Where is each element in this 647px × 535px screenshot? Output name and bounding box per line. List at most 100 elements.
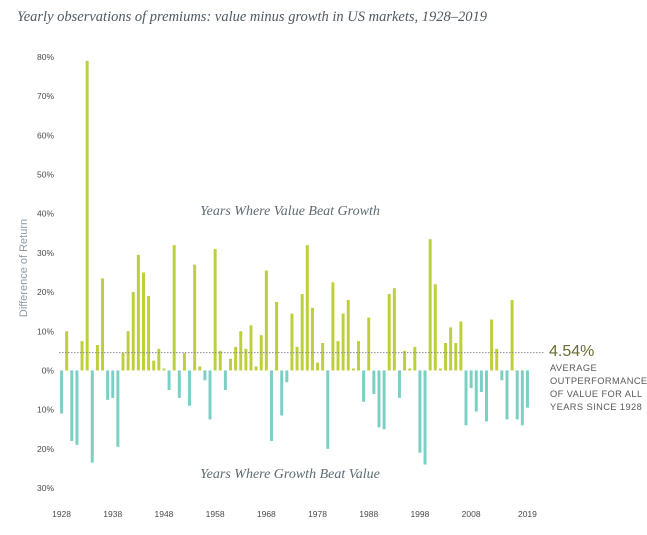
y-tick-label: 30% bbox=[37, 483, 54, 493]
bar bbox=[423, 370, 427, 465]
y-tick-label: 50% bbox=[37, 170, 54, 180]
x-tick-label: 1938 bbox=[103, 509, 122, 519]
bar bbox=[167, 370, 171, 391]
bar bbox=[249, 325, 253, 371]
average-note: AVERAGE OUTPERFORMANCE OF VALUE FOR ALL YEA… bbox=[550, 363, 647, 412]
y-tick-label: 70% bbox=[37, 91, 54, 101]
x-tick-label: 1988 bbox=[359, 509, 378, 519]
bar bbox=[223, 370, 227, 391]
bar bbox=[331, 282, 335, 371]
average-note-line: OF VALUE FOR ALL bbox=[550, 389, 643, 399]
bar bbox=[362, 370, 366, 402]
y-tick-label: 0% bbox=[42, 365, 55, 375]
bar bbox=[341, 313, 345, 371]
bar bbox=[505, 370, 509, 420]
bar bbox=[515, 370, 519, 420]
bar bbox=[229, 358, 232, 371]
bar bbox=[177, 370, 181, 398]
average-note-line: OUTPERFORMANCE bbox=[550, 376, 647, 386]
bar bbox=[254, 366, 258, 371]
bar bbox=[316, 362, 320, 371]
bar bbox=[198, 366, 202, 371]
bar bbox=[60, 370, 64, 414]
bar bbox=[351, 368, 355, 371]
bar bbox=[326, 370, 330, 449]
bar bbox=[321, 343, 325, 371]
bar bbox=[203, 370, 207, 381]
bar bbox=[382, 370, 386, 430]
bar bbox=[469, 370, 473, 389]
annotation-growth-beat-value: Years Where Growth Beat Value bbox=[200, 467, 380, 482]
bar bbox=[80, 341, 84, 371]
x-tick-label: 1998 bbox=[410, 509, 429, 519]
y-axis-ticks: 80% 70% 60% 50% 40% 30% 20% 10% 0% 10% 20% 30% bbox=[37, 52, 54, 493]
y-tick-label: 10% bbox=[37, 405, 54, 415]
y-tick-label: 80% bbox=[37, 52, 54, 62]
bar bbox=[377, 370, 381, 428]
bar bbox=[162, 368, 166, 371]
bar bbox=[510, 299, 514, 371]
bar bbox=[485, 370, 488, 422]
bar bbox=[213, 248, 217, 371]
bar bbox=[408, 368, 412, 371]
bar bbox=[357, 341, 360, 371]
bar bbox=[459, 321, 463, 371]
average-note-line: AVERAGE bbox=[550, 363, 597, 373]
bar bbox=[474, 370, 478, 412]
bar bbox=[121, 352, 125, 371]
annotation-value-beat-growth: Years Where Value Beat Growth bbox=[200, 204, 380, 219]
x-tick-label: 1978 bbox=[308, 509, 327, 519]
bar bbox=[403, 350, 407, 371]
bar bbox=[290, 313, 294, 371]
y-tick-label: 30% bbox=[37, 248, 54, 258]
x-tick-label: 1948 bbox=[154, 509, 173, 519]
bar bbox=[141, 272, 145, 371]
bar bbox=[218, 350, 222, 371]
bar bbox=[300, 294, 304, 371]
bar bbox=[131, 292, 135, 371]
bar bbox=[520, 370, 524, 426]
bar bbox=[438, 368, 442, 371]
bar bbox=[454, 343, 458, 371]
bar bbox=[193, 264, 197, 371]
bar bbox=[525, 370, 529, 408]
x-tick-label: 2008 bbox=[462, 509, 481, 519]
bar bbox=[285, 370, 289, 383]
bar bbox=[126, 331, 130, 371]
bar bbox=[495, 348, 499, 371]
bar bbox=[295, 346, 299, 371]
bar bbox=[147, 296, 151, 371]
bar bbox=[397, 370, 401, 398]
x-tick-label: 2019 bbox=[518, 509, 537, 519]
bar bbox=[95, 344, 99, 371]
bar bbox=[116, 370, 120, 447]
bar bbox=[234, 346, 238, 371]
bar bbox=[387, 294, 391, 371]
bar bbox=[264, 270, 268, 371]
y-axis-label: Difference of Return bbox=[18, 219, 30, 317]
bar bbox=[372, 370, 376, 394]
bar bbox=[449, 327, 453, 371]
bar bbox=[101, 278, 104, 371]
bar bbox=[444, 343, 448, 371]
y-tick-label: 10% bbox=[37, 326, 54, 336]
bar bbox=[75, 370, 79, 445]
bar bbox=[464, 370, 468, 426]
x-tick-label: 1958 bbox=[206, 509, 225, 519]
x-tick-label: 1928 bbox=[52, 509, 71, 519]
y-tick-label: 20% bbox=[37, 444, 54, 454]
x-axis-ticks: 1928 1938 1948 1958 1968 1978 1988 1998 2008 2019 bbox=[52, 509, 537, 519]
bar bbox=[70, 370, 74, 441]
average-note-line: YEARS SINCE 1928 bbox=[550, 402, 642, 412]
bar bbox=[244, 348, 248, 371]
bar bbox=[157, 348, 161, 371]
bar bbox=[90, 370, 94, 463]
bar bbox=[413, 346, 417, 371]
bar bbox=[310, 307, 314, 371]
y-tick-label: 20% bbox=[37, 287, 54, 297]
bar bbox=[188, 370, 192, 406]
bar bbox=[208, 370, 212, 420]
bar bbox=[490, 319, 494, 371]
average-value-label: 4.54% bbox=[549, 343, 594, 360]
bar bbox=[479, 370, 483, 392]
